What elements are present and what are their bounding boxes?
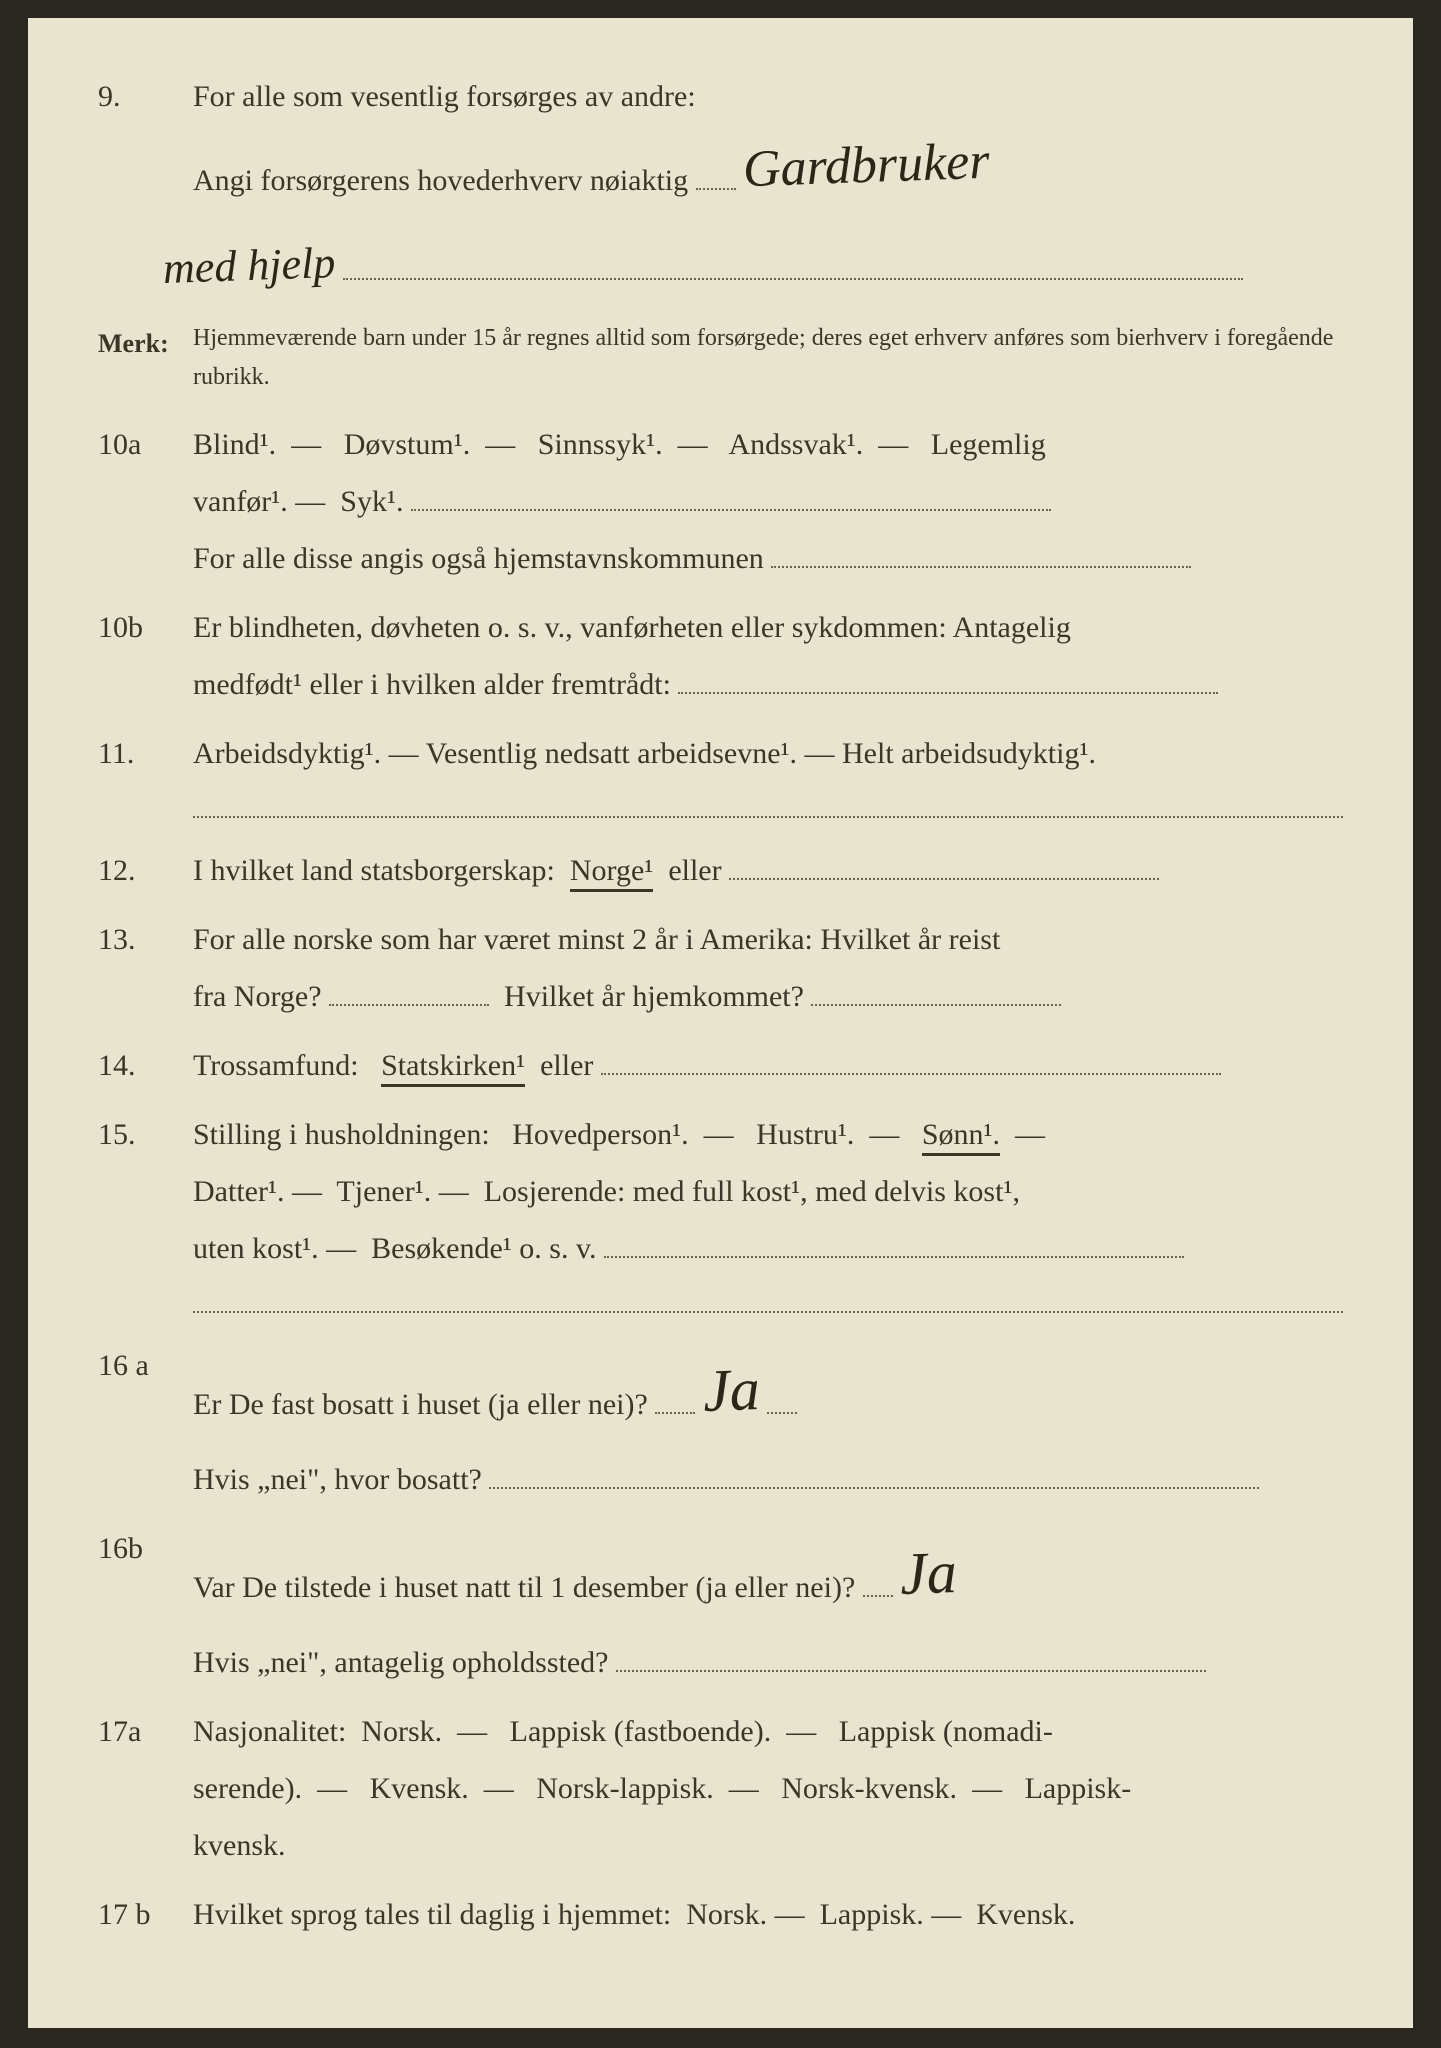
q17a-f: Kvensk. <box>370 1772 469 1805</box>
question-16a: 16 a Er De fast bosatt i huset (ja eller… <box>98 1337 1343 1508</box>
q15-1b: Hovedperson¹. <box>512 1118 688 1151</box>
qnum-13: 13. <box>98 911 193 1025</box>
question-15: 15. Stilling i husholdningen: Hovedperso… <box>98 1106 1343 1277</box>
merk-note: Merk: Hjemmeværende barn under 15 år reg… <box>98 319 1343 396</box>
q15-1c: Hustru¹. <box>756 1118 854 1151</box>
q17a-e: serende). <box>193 1772 302 1805</box>
q17a-a: Nasjonalitet: <box>193 1715 346 1748</box>
q16a-line1: Er De fast bosatt i huset (ja eller nei)… <box>193 1388 648 1421</box>
q17a-j: kvensk. <box>193 1829 286 1862</box>
qnum-16b: 16b <box>98 1520 193 1691</box>
q14-text: Trossamfund: <box>193 1049 359 1082</box>
q17b-b: Lappisk. <box>820 1898 924 1931</box>
document-page: 9. For alle som vesentlig forsørges av a… <box>28 18 1413 2028</box>
question-9: 9. For alle som vesentlig forsørges av a… <box>98 68 1343 307</box>
q10a-opt-legemlig: Legemlig <box>931 428 1046 461</box>
q13-line1: For alle norske som har været minst 2 år… <box>193 923 1000 956</box>
q15-2c: Losjerende: med full kost¹, med delvis k… <box>484 1175 1020 1208</box>
qnum-10a: 10a <box>98 416 193 587</box>
q11-b: Vesentlig nedsatt arbeidsevne¹. <box>426 737 797 770</box>
q10a-opt-sinnssyk: Sinnssyk¹. <box>538 428 663 461</box>
q10a-opt-syk: Syk¹. <box>340 485 403 518</box>
q11-a: Arbeidsdyktig¹. <box>193 737 381 770</box>
q9-content: For alle som vesentlig forsørges av andr… <box>193 68 1343 307</box>
qnum-14: 14. <box>98 1037 193 1094</box>
merk-text: Hjemmeværende barn under 15 år regnes al… <box>193 319 1343 396</box>
qnum-11: 11. <box>98 725 193 782</box>
q17a-c: Lappisk (fastboende). <box>510 1715 772 1748</box>
q10a-line3: For alle disse angis også hjemstavnskomm… <box>193 542 764 575</box>
question-10a: 10a Blind¹. — Døvstum¹. — Sinnssyk¹. — A… <box>98 416 1343 587</box>
q17b-content: Hvilket sprog tales til daglig i hjemmet… <box>193 1886 1343 1943</box>
question-17b: 17 b Hvilket sprog tales til daglig i hj… <box>98 1886 1343 1943</box>
q9-handwritten-1: Gardbruker <box>742 113 992 220</box>
q11-c: Helt arbeidsudyktig¹. <box>842 737 1096 770</box>
q10a-opt-andssvak: Andssvak¹. <box>728 428 863 461</box>
q10b-line2: medfødt¹ eller i hvilken alder fremtrådt… <box>193 668 671 701</box>
question-12: 12. I hvilket land statsborgerskap: Norg… <box>98 842 1343 899</box>
q14-after: eller <box>540 1049 593 1082</box>
q12-text: I hvilket land statsborgerskap: <box>193 854 555 887</box>
q13-line2b: Hvilket år hjemkommet? <box>504 980 804 1013</box>
qnum-16a: 16 a <box>98 1337 193 1508</box>
q15-2b: Tjener¹. <box>336 1175 431 1208</box>
q9-line1: For alle som vesentlig forsørges av andr… <box>193 80 696 113</box>
q13-line2a: fra Norge? <box>193 980 322 1013</box>
q17a-d: Lappisk (nomadi- <box>839 1715 1053 1748</box>
q15-1d: Sønn¹. <box>922 1118 1000 1156</box>
q9-handwritten-2: med hjelp <box>162 221 337 311</box>
q15-content: Stilling i husholdningen: Hovedperson¹. … <box>193 1106 1343 1277</box>
q17a-content: Nasjonalitet: Norsk. — Lappisk (fastboen… <box>193 1703 1343 1874</box>
divider-1 <box>193 816 1343 818</box>
q17b-text: Hvilket sprog tales til daglig i hjemmet… <box>193 1898 671 1931</box>
q16a-content: Er De fast bosatt i huset (ja eller nei)… <box>193 1337 1343 1508</box>
q10a-content: Blind¹. — Døvstum¹. — Sinnssyk¹. — Andss… <box>193 416 1343 587</box>
q12-content: I hvilket land statsborgerskap: Norge¹ e… <box>193 842 1343 899</box>
qnum-17a: 17a <box>98 1703 193 1874</box>
q13-content: For alle norske som har været minst 2 år… <box>193 911 1343 1025</box>
qnum-15: 15. <box>98 1106 193 1277</box>
q16b-line1: Var De tilstede i huset natt til 1 desem… <box>193 1571 855 1604</box>
q9-line2: Angi forsørgerens hovederhverv nøiaktig <box>193 164 688 197</box>
q10b-line1: Er blindheten, døvheten o. s. v., vanfør… <box>193 611 1071 644</box>
q17a-b: Norsk. <box>361 1715 442 1748</box>
divider-2 <box>193 1311 1343 1313</box>
q17a-i: Lappisk- <box>1025 1772 1132 1805</box>
q16b-content: Var De tilstede i huset natt til 1 desem… <box>193 1520 1343 1691</box>
question-13: 13. For alle norske som har været minst … <box>98 911 1343 1025</box>
q16b-line2: Hvis „nei", antagelig opholdssted? <box>193 1646 609 1679</box>
question-10b: 10b Er blindheten, døvheten o. s. v., va… <box>98 599 1343 713</box>
q17a-g: Norsk-lappisk. <box>536 1772 713 1805</box>
q12-option-norge: Norge¹ <box>570 854 653 892</box>
question-11: 11. Arbeidsdyktig¹. — Vesentlig nedsatt … <box>98 725 1343 782</box>
q10a-opt-dovstum: Døvstum¹. <box>344 428 471 461</box>
q16a-line2: Hvis „nei", hvor bosatt? <box>193 1463 482 1496</box>
qnum-10b: 10b <box>98 599 193 713</box>
qnum-17b: 17 b <box>98 1886 193 1943</box>
q17a-h: Norsk-kvensk. <box>781 1772 957 1805</box>
q10a-opt-vanfor: vanfør¹. <box>193 485 288 518</box>
merk-label: Merk: <box>98 319 193 396</box>
question-16b: 16b Var De tilstede i huset natt til 1 d… <box>98 1520 1343 1691</box>
qnum-12: 12. <box>98 842 193 899</box>
q14-content: Trossamfund: Statskirken¹ eller <box>193 1037 1343 1094</box>
q14-option: Statskirken¹ <box>381 1049 525 1087</box>
q11-content: Arbeidsdyktig¹. — Vesentlig nedsatt arbe… <box>193 725 1343 782</box>
q12-after: eller <box>668 854 721 887</box>
q16a-handwritten: Ja <box>701 1332 762 1448</box>
question-14: 14. Trossamfund: Statskirken¹ eller <box>98 1037 1343 1094</box>
q17b-a: Norsk. <box>686 1898 767 1931</box>
q15-3b: Besøkende¹ o. s. v. <box>371 1232 596 1265</box>
q16b-handwritten: Ja <box>898 1515 959 1631</box>
q10a-opt-blind: Blind¹. <box>193 428 276 461</box>
q17b-c: Kvensk. <box>976 1898 1075 1931</box>
q10b-content: Er blindheten, døvheten o. s. v., vanfør… <box>193 599 1343 713</box>
q15-3a: uten kost¹. <box>193 1232 319 1265</box>
q15-1a: Stilling i husholdningen: <box>193 1118 490 1151</box>
q15-2a: Datter¹. <box>193 1175 284 1208</box>
question-17a: 17a Nasjonalitet: Norsk. — Lappisk (fast… <box>98 1703 1343 1874</box>
